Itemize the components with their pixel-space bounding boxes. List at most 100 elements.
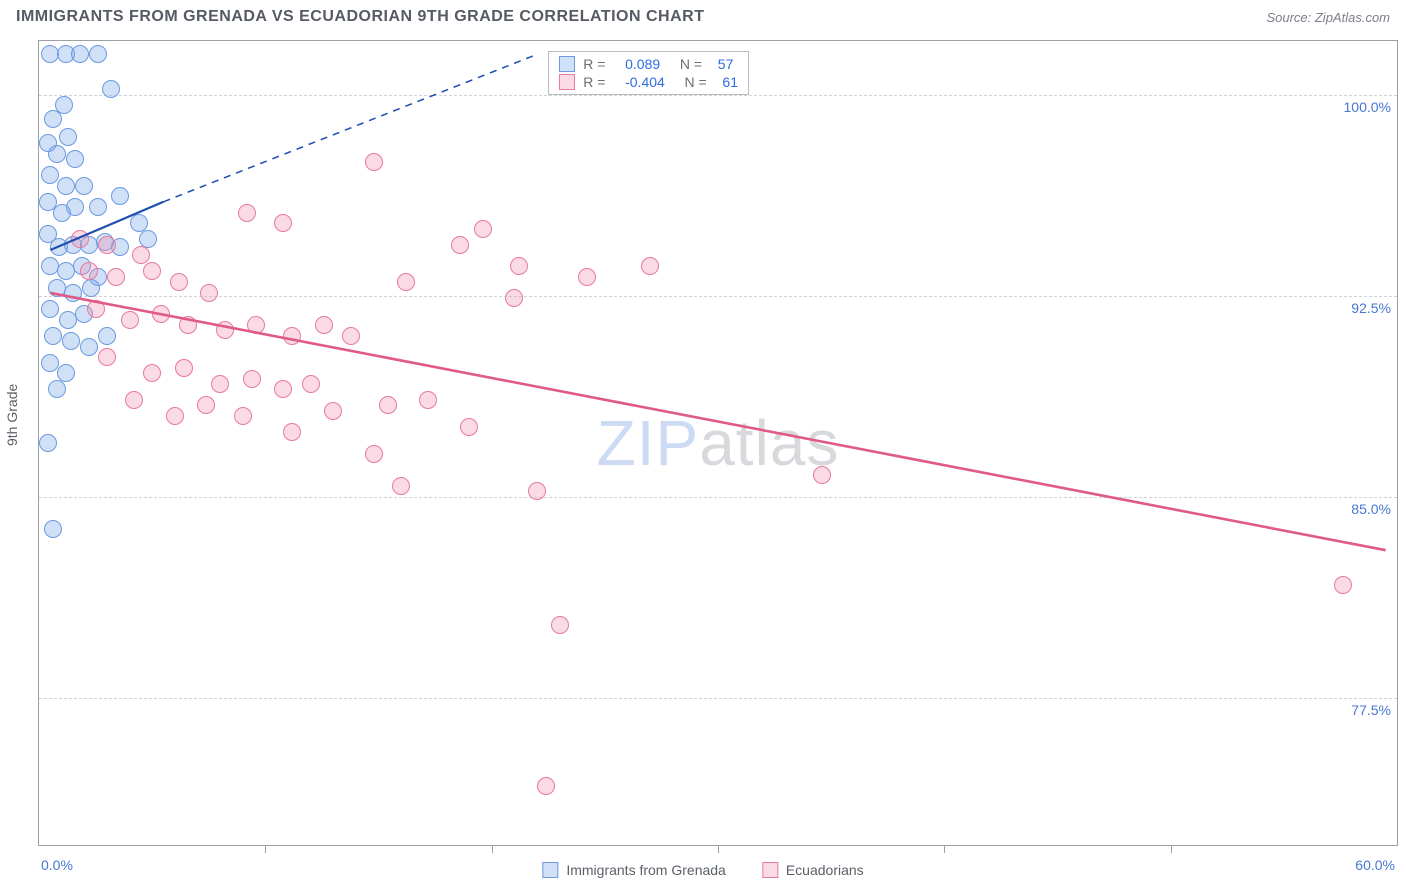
data-point-grenada [80, 338, 98, 356]
chart-source: Source: ZipAtlas.com [1266, 10, 1390, 25]
data-point-ecuadorians [813, 466, 831, 484]
stat-n-value: 61 [719, 74, 738, 90]
data-point-ecuadorians [87, 300, 105, 318]
data-point-grenada [41, 300, 59, 318]
data-point-ecuadorians [98, 348, 116, 366]
data-point-grenada [102, 80, 120, 98]
legend-swatch-grenada [542, 862, 558, 878]
data-point-ecuadorians [179, 316, 197, 334]
stat-n-label: N = [668, 56, 706, 72]
stat-n-value: 57 [714, 56, 733, 72]
y-tick-label: 77.5% [1351, 702, 1391, 718]
chart-area: ZIPatlas R = 0.089 N = 57 R = -0.404 N = … [38, 40, 1398, 846]
data-point-ecuadorians [528, 482, 546, 500]
trend-lines-layer [39, 41, 1397, 845]
x-axis-min-label: 0.0% [41, 857, 73, 873]
x-tick [944, 845, 945, 853]
data-point-ecuadorians [132, 246, 150, 264]
data-point-ecuadorians [283, 327, 301, 345]
data-point-grenada [55, 96, 73, 114]
data-point-grenada [98, 327, 116, 345]
data-point-grenada [62, 332, 80, 350]
data-point-ecuadorians [551, 616, 569, 634]
watermark: ZIPatlas [597, 406, 840, 480]
x-tick [492, 845, 493, 853]
legend-swatch-ecuadorians [762, 862, 778, 878]
x-tick [718, 845, 719, 853]
data-point-ecuadorians [170, 273, 188, 291]
stat-row-ecuadorians: R = -0.404 N = 61 [559, 74, 738, 90]
data-point-ecuadorians [274, 380, 292, 398]
data-point-ecuadorians [166, 407, 184, 425]
data-point-grenada [57, 177, 75, 195]
y-tick-label: 100.0% [1344, 99, 1391, 115]
data-point-ecuadorians [98, 236, 116, 254]
y-axis-title: 9th Grade [4, 384, 20, 446]
correlation-stats-box: R = 0.089 N = 57R = -0.404 N = 61 [548, 51, 749, 95]
data-point-ecuadorians [460, 418, 478, 436]
stat-row-grenada: R = 0.089 N = 57 [559, 56, 738, 72]
y-tick-label: 85.0% [1351, 501, 1391, 517]
data-point-ecuadorians [80, 262, 98, 280]
legend-label: Immigrants from Grenada [566, 862, 726, 878]
legend-label: Ecuadorians [786, 862, 864, 878]
data-point-ecuadorians [71, 230, 89, 248]
data-point-ecuadorians [143, 364, 161, 382]
data-point-ecuadorians [537, 777, 555, 795]
data-point-ecuadorians [143, 262, 161, 280]
data-point-grenada [75, 177, 93, 195]
data-point-grenada [48, 145, 66, 163]
data-point-ecuadorians [197, 396, 215, 414]
data-point-ecuadorians [302, 375, 320, 393]
data-point-grenada [66, 150, 84, 168]
x-axis-max-label: 60.0% [1355, 857, 1395, 873]
stat-r-label: R = [583, 56, 609, 72]
data-point-ecuadorians [1334, 576, 1352, 594]
data-point-grenada [111, 187, 129, 205]
data-point-grenada [71, 45, 89, 63]
data-point-ecuadorians [125, 391, 143, 409]
data-point-grenada [89, 198, 107, 216]
data-point-ecuadorians [474, 220, 492, 238]
data-point-ecuadorians [152, 305, 170, 323]
data-point-grenada [64, 284, 82, 302]
data-point-ecuadorians [379, 396, 397, 414]
data-point-ecuadorians [392, 477, 410, 495]
chart-title: IMMIGRANTS FROM GRENADA VS ECUADORIAN 9T… [16, 8, 705, 26]
data-point-ecuadorians [175, 359, 193, 377]
data-point-ecuadorians [200, 284, 218, 302]
swatch-ecuadorians [559, 74, 575, 90]
data-point-ecuadorians [247, 316, 265, 334]
data-point-grenada [89, 45, 107, 63]
stat-r-label: R = [583, 74, 609, 90]
y-tick-label: 92.5% [1351, 300, 1391, 316]
data-point-ecuadorians [211, 375, 229, 393]
data-point-ecuadorians [365, 153, 383, 171]
data-point-ecuadorians [107, 268, 125, 286]
data-point-grenada [41, 166, 59, 184]
data-point-ecuadorians [397, 273, 415, 291]
data-point-ecuadorians [324, 402, 342, 420]
data-point-ecuadorians [451, 236, 469, 254]
data-point-grenada [44, 520, 62, 538]
data-point-ecuadorians [510, 257, 528, 275]
x-tick [1171, 845, 1172, 853]
data-point-grenada [57, 364, 75, 382]
legend-item-grenada: Immigrants from Grenada [542, 862, 726, 878]
data-point-ecuadorians [419, 391, 437, 409]
x-tick [265, 845, 266, 853]
stat-r-value: -0.404 [617, 74, 664, 90]
data-point-ecuadorians [342, 327, 360, 345]
data-point-ecuadorians [505, 289, 523, 307]
data-point-grenada [82, 279, 100, 297]
stat-r-value: 0.089 [617, 56, 660, 72]
data-point-ecuadorians [641, 257, 659, 275]
watermark-part1: ZIP [597, 407, 700, 479]
data-point-ecuadorians [578, 268, 596, 286]
gridline [39, 698, 1397, 699]
data-point-ecuadorians [234, 407, 252, 425]
trendline-grenada-extrapolated [163, 54, 536, 201]
gridline [39, 497, 1397, 498]
data-point-ecuadorians [274, 214, 292, 232]
data-point-grenada [59, 128, 77, 146]
